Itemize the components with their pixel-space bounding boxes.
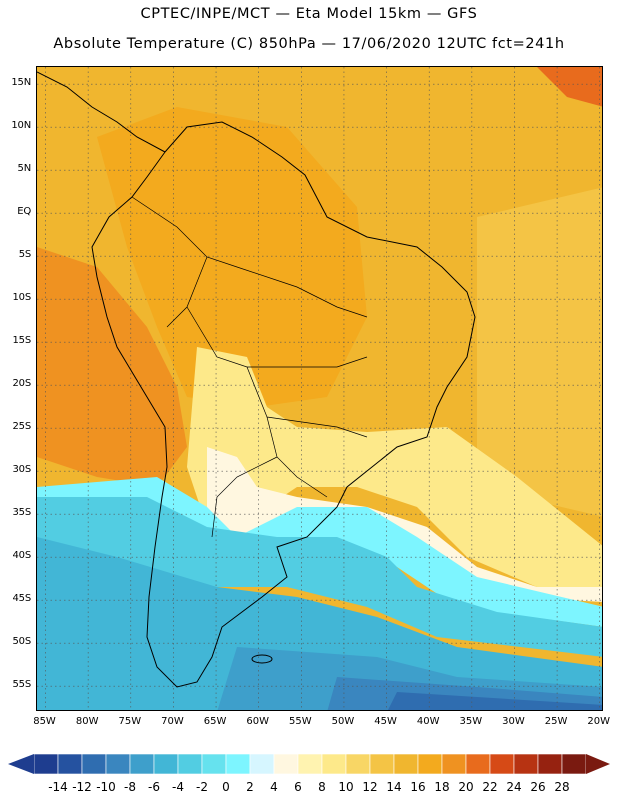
band-mild-1 (187, 347, 602, 587)
colorbar-swatch (57, 753, 83, 775)
lat-tick-label: 35S (12, 507, 32, 519)
chart-title-line-2: Absolute Temperature (C) 850hPa — 17/06/… (53, 36, 565, 52)
band-central-warm (97, 107, 367, 407)
falkland-islands (251, 654, 273, 664)
colorbar-high-arrow (586, 754, 610, 774)
colorbar-swatch (369, 753, 395, 775)
south-america-coastline (91, 121, 476, 688)
colorbar (8, 753, 610, 775)
lat-tick-label: EQ (17, 206, 31, 218)
colorbar-level-label: 2 (246, 780, 254, 794)
colorbar-low-arrow (8, 754, 34, 774)
colorbar-swatch (81, 753, 107, 775)
colorbar-level-label: -4 (172, 780, 184, 794)
colorbar-level-label: 16 (410, 780, 426, 794)
colorbar-level-label: 0 (222, 780, 230, 794)
colorbar-swatch (513, 753, 539, 775)
temperature-field (37, 67, 602, 710)
colorbar-swatch (225, 753, 251, 775)
lat-tick-label: 15S (12, 335, 32, 347)
lon-tick-label: 75W (118, 716, 142, 727)
colorbar-swatch (297, 753, 323, 775)
colorbar-level-label: -10 (96, 780, 116, 794)
lat-tick-label: 30S (12, 464, 32, 476)
colorbar-swatch (249, 753, 275, 775)
band-ocean-tropical-east (477, 187, 602, 517)
band-cold-3 (37, 537, 602, 710)
lon-tick-label: 80W (75, 716, 99, 727)
colorbar-swatch (561, 753, 587, 775)
colorbar-level-label: 12 (362, 780, 378, 794)
lat-tick-label: 5S (18, 249, 32, 261)
lat-tick-label: 40S (12, 550, 32, 562)
colorbar-swatch (537, 753, 563, 775)
colorbar-level-label: -2 (196, 780, 208, 794)
lat-tick-label: 15N (11, 77, 31, 89)
colorbar-level-label: 20 (458, 780, 474, 794)
lat-tick-label: 50S (12, 636, 32, 648)
lat-tick-label: 20S (12, 378, 32, 390)
lat-tick-label: 5N (17, 163, 32, 175)
colorbar-level-label: -6 (148, 780, 160, 794)
lon-tick-label: 25W (544, 716, 568, 727)
lon-tick-label: 70W (161, 716, 184, 727)
colorbar-level-label: 14 (386, 780, 402, 794)
band-hot-corner (537, 67, 602, 107)
lat-tick-label: 45S (12, 593, 32, 605)
colorbar-swatch (273, 753, 299, 775)
colorbar-level-label: -8 (124, 780, 136, 794)
lon-tick-label: 65W (203, 716, 227, 727)
chart-title-line-1: CPTEC/INPE/MCT — Eta Model 15km — GFS (140, 6, 478, 22)
colorbar-swatch (345, 753, 371, 775)
colorbar-swatch (33, 753, 59, 775)
colorbar-swatch (393, 753, 419, 775)
colorbar-swatch (153, 753, 179, 775)
colorbar-level-label: 26 (530, 780, 546, 794)
colorbar-level-label: 24 (506, 780, 522, 794)
colorbar-level-label: 6 (294, 780, 302, 794)
lon-tick-label: 85W (33, 716, 56, 727)
colorbar-level-label: 22 (482, 780, 498, 794)
lon-tick-label: 60W (246, 716, 269, 727)
colorbar-swatch (321, 753, 347, 775)
country-borders (131, 196, 368, 538)
central-america-coastline (37, 71, 166, 153)
lat-tick-label: 25S (12, 421, 32, 433)
colorbar-level-label: 28 (554, 780, 570, 794)
lat-tick-label: 55S (12, 679, 32, 691)
band-mild-2 (207, 447, 602, 602)
lon-tick-label: 45W (374, 716, 397, 727)
colorbar-swatch (489, 753, 515, 775)
colorbar-swatch (441, 753, 467, 775)
band-cold-2 (37, 497, 602, 657)
lon-tick-label: 55W (289, 716, 312, 727)
band-pacific-warm (37, 247, 187, 487)
lon-tick-label: 35W (459, 716, 483, 727)
lon-tick-label: 50W (331, 716, 355, 727)
map-canvas (37, 67, 602, 710)
colorbar-level-label: 18 (434, 780, 450, 794)
lat-tick-label: 10N (11, 120, 31, 132)
lon-tick-label: 30W (502, 716, 525, 727)
coastlines (37, 71, 476, 688)
colorbar-level-label: 4 (270, 780, 278, 794)
lon-tick-label: 20W (587, 716, 611, 727)
colorbar-level-label: -12 (72, 780, 92, 794)
colorbar-swatch (465, 753, 491, 775)
colorbar-swatch (129, 753, 155, 775)
colorbar-level-label: 8 (318, 780, 326, 794)
lat-tick-label: 10S (12, 292, 32, 304)
colorbar-swatch (105, 753, 131, 775)
band-cold-6 (388, 692, 602, 710)
colorbar-swatch (177, 753, 203, 775)
lon-tick-label: 40W (416, 716, 440, 727)
colorbar-level-label: -14 (48, 780, 68, 794)
lat-lon-grid (37, 67, 602, 710)
colorbar-swatch (201, 753, 227, 775)
colorbar-level-label: 10 (338, 780, 354, 794)
temperature-map (36, 66, 603, 711)
colorbar-swatch (417, 753, 443, 775)
